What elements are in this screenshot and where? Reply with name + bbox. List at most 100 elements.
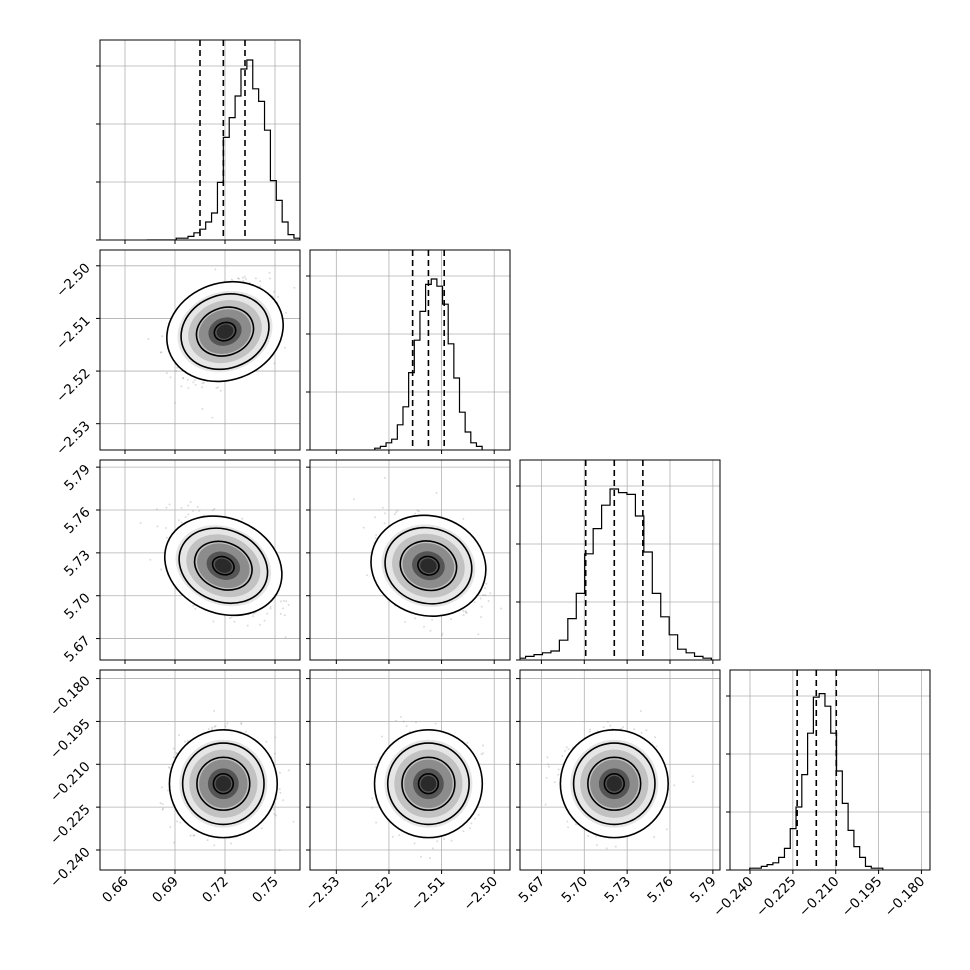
sample-point <box>462 517 465 520</box>
sample-point <box>165 536 168 539</box>
sample-point <box>462 609 465 612</box>
sample-point <box>282 607 285 610</box>
sample-point <box>470 822 473 825</box>
sample-point <box>263 619 266 622</box>
sample-point <box>398 834 401 837</box>
sample-point <box>266 612 269 615</box>
sample-point <box>362 526 365 529</box>
sample-point <box>282 599 285 602</box>
sample-point <box>173 841 176 844</box>
sample-point <box>279 612 282 615</box>
sample-point <box>487 600 490 602</box>
sample-point <box>169 376 172 379</box>
sample-point <box>161 803 164 806</box>
sample-point <box>252 615 255 618</box>
sample-point <box>237 277 240 280</box>
contour-line-2 <box>195 306 255 357</box>
contour-line-2 <box>196 756 251 811</box>
sample-point <box>414 617 416 620</box>
panel-3-1 <box>306 669 511 874</box>
sample-point <box>285 600 288 603</box>
panel-2-0 <box>96 459 301 664</box>
contour-line-2 <box>401 756 456 811</box>
sample-point <box>480 753 483 756</box>
sample-point <box>162 807 165 810</box>
sample-point <box>211 416 214 419</box>
sample-point <box>259 623 261 626</box>
density-group <box>147 268 296 419</box>
sample-point <box>434 722 437 725</box>
panel-frame <box>309 249 511 451</box>
density-group <box>544 710 695 850</box>
sample-point <box>420 855 422 858</box>
sample-point <box>211 728 214 731</box>
sample-point <box>435 491 438 494</box>
sample-point <box>479 597 482 600</box>
sample-point <box>160 351 163 354</box>
sample-point <box>374 516 377 519</box>
sample-point <box>207 728 210 731</box>
sample-point <box>213 725 216 728</box>
sample-point <box>374 537 377 540</box>
sample-point <box>182 377 185 380</box>
sample-point <box>169 826 172 829</box>
sample-point <box>180 521 183 524</box>
sample-point <box>268 277 271 280</box>
sample-point <box>165 372 168 375</box>
sample-point <box>673 784 676 787</box>
sample-point <box>381 506 384 509</box>
sample-point <box>441 632 444 635</box>
sample-point <box>241 517 244 520</box>
contour-line-0 <box>163 515 283 617</box>
sample-point <box>180 506 183 509</box>
density-level-5 <box>420 558 437 573</box>
sample-point <box>404 620 407 623</box>
sample-point <box>213 844 216 847</box>
panel-background <box>520 460 720 660</box>
sample-point <box>450 839 453 842</box>
panel-1-1 <box>306 249 511 454</box>
sample-point <box>193 379 196 382</box>
sample-point <box>395 511 398 514</box>
sample-point <box>283 614 286 617</box>
sample-point <box>252 612 255 615</box>
sample-point <box>384 512 387 515</box>
sample-point <box>159 351 162 354</box>
sample-point <box>405 725 408 727</box>
sample-point <box>211 509 214 512</box>
sample-point <box>176 366 179 369</box>
sample-point <box>547 763 550 766</box>
sample-point <box>371 806 374 809</box>
sample-point <box>194 607 197 610</box>
sample-point <box>489 592 492 595</box>
sample-point <box>477 633 480 636</box>
sample-point <box>161 808 164 811</box>
sample-point <box>192 381 195 384</box>
sample-point <box>167 766 170 769</box>
sample-point <box>278 771 281 774</box>
sample-point <box>287 603 290 606</box>
sample-point <box>192 834 195 837</box>
sample-point <box>375 534 378 536</box>
sample-point <box>201 408 204 410</box>
contour-line-1 <box>181 742 265 826</box>
sample-point <box>198 509 201 512</box>
sample-point <box>165 506 168 509</box>
sample-point <box>284 636 287 639</box>
sample-point <box>381 735 384 738</box>
panel-background <box>310 250 510 450</box>
sample-point <box>484 587 487 590</box>
sample-point <box>465 611 468 614</box>
sample-point <box>293 286 296 289</box>
sample-point <box>230 278 233 281</box>
sample-point <box>233 620 236 623</box>
sample-point <box>213 710 216 712</box>
contour-line-1 <box>178 527 269 604</box>
sample-point <box>482 752 484 755</box>
sample-point <box>192 509 194 512</box>
sample-point <box>260 827 263 830</box>
sample-point <box>480 605 483 608</box>
sample-point <box>484 594 487 597</box>
sample-point <box>259 280 262 283</box>
sample-point <box>211 726 213 729</box>
